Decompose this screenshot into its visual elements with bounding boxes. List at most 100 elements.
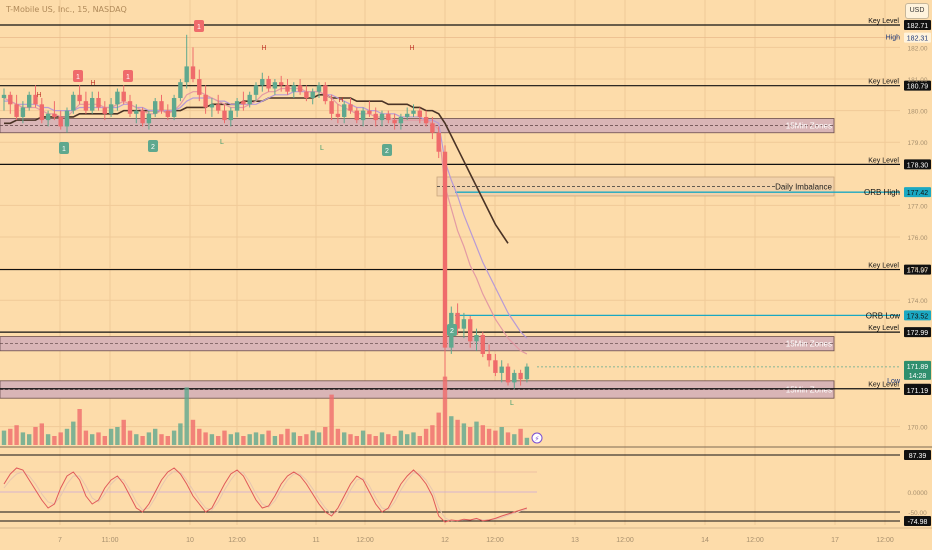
candle-body	[108, 104, 114, 114]
volume-bar	[499, 427, 504, 445]
price-tick: 176.00	[908, 235, 928, 242]
candle-body	[285, 85, 290, 92]
volume-bar	[58, 432, 63, 445]
candle-body	[367, 110, 372, 114]
volume-bar	[505, 432, 511, 445]
x-tick: 12:00	[616, 537, 634, 544]
candle-body	[304, 91, 309, 98]
volume-bar	[360, 430, 366, 445]
volume-bar	[316, 432, 322, 445]
candle-body	[499, 366, 504, 373]
volume-bar	[373, 436, 378, 445]
volume-bar	[518, 428, 523, 445]
key-level-price-tag	[904, 327, 931, 338]
signal-marker	[382, 144, 392, 156]
candle-body	[190, 66, 196, 80]
signal-marker-number: 1	[126, 74, 130, 81]
x-tick: 7	[58, 537, 62, 544]
candle-body	[90, 97, 95, 111]
candle-body	[153, 101, 158, 114]
candle-body	[329, 101, 334, 114]
candle-body	[316, 85, 322, 92]
hl-label: L	[320, 145, 324, 152]
hl-label: H	[36, 92, 41, 99]
signal-marker-number: 1	[197, 24, 201, 31]
countdown: 14:28	[909, 373, 927, 380]
price-tick: 174.00	[908, 298, 928, 305]
candle-body	[260, 79, 265, 86]
volume-bar	[304, 434, 309, 445]
orb-label: ORB High	[864, 188, 900, 197]
orb-price-tag	[904, 310, 931, 321]
volume-bar	[253, 432, 259, 445]
candle-body	[247, 94, 252, 105]
osc-tick: 0.0000	[908, 490, 928, 497]
candle-body	[203, 94, 208, 108]
volume-bar	[354, 436, 359, 445]
volume-bar	[279, 434, 284, 445]
zone-label: 15Min Zones	[786, 340, 832, 349]
candle-body	[134, 110, 139, 114]
x-tick: 12:00	[228, 537, 246, 544]
candle-body	[323, 85, 328, 102]
candle-body	[115, 91, 120, 105]
signal-marker	[148, 140, 158, 152]
volume-bar	[14, 425, 19, 445]
candle-body	[354, 110, 359, 121]
candle-body	[45, 113, 51, 121]
currency-button[interactable]: USD	[905, 3, 929, 19]
volume-bar	[297, 436, 303, 445]
volume-bar	[222, 430, 227, 445]
candle-body	[209, 104, 215, 108]
volume-bar	[171, 430, 177, 445]
signal-marker	[59, 142, 69, 154]
volume-bar	[449, 416, 454, 445]
candle-body	[83, 101, 89, 111]
low-price-tag	[904, 385, 931, 396]
key-level-label: Key Level	[868, 79, 899, 86]
signal-marker-number: 2	[151, 144, 155, 151]
candle-body	[266, 79, 271, 89]
volume-bar	[423, 428, 429, 445]
x-tick: 11:00	[102, 537, 119, 544]
volume-bar	[209, 434, 215, 445]
candle-body	[411, 110, 416, 114]
candle-body	[58, 116, 63, 127]
signal-marker	[194, 20, 204, 32]
key-level-price: 172.99	[907, 330, 929, 337]
key-level-price: 182.71	[907, 23, 929, 30]
candle-body	[512, 372, 517, 383]
candle-body	[348, 104, 353, 111]
volume-bar	[430, 425, 435, 445]
volume-bar	[417, 436, 422, 445]
candle-body	[518, 372, 523, 380]
osc-slow-line	[3, 470, 528, 522]
candle-body	[146, 113, 152, 124]
volume-bar	[115, 427, 120, 445]
volume-bar	[71, 421, 76, 445]
volume-bar	[392, 436, 397, 445]
volume-bar	[64, 428, 70, 445]
candle-body	[442, 151, 448, 348]
volume-bar	[178, 423, 183, 445]
volume-bar	[184, 387, 189, 445]
candle-body	[398, 116, 404, 124]
hl-label: H	[409, 45, 414, 52]
candle-body	[423, 116, 429, 124]
candle-body	[253, 85, 259, 95]
volume-bar	[121, 419, 126, 445]
candle-body	[379, 113, 385, 121]
volume-bar	[83, 430, 89, 445]
candle-body	[272, 82, 278, 89]
signal-marker-number: 2	[450, 328, 454, 335]
candle-body	[310, 91, 315, 98]
candle-body	[474, 334, 479, 342]
volume-bar	[1, 430, 7, 445]
x-tick: 12:00	[486, 537, 504, 544]
volume-bar	[474, 421, 479, 445]
volume-bar	[367, 434, 372, 445]
candle-body	[228, 110, 233, 121]
osc-fast-line	[3, 467, 528, 523]
candle-body	[1, 94, 7, 98]
